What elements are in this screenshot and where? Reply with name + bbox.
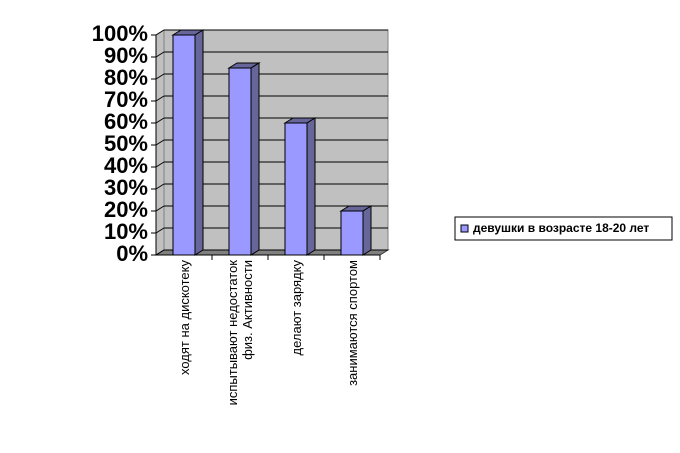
legend-swatch — [460, 224, 469, 233]
grid-line-side — [155, 227, 165, 234]
bar — [284, 122, 308, 256]
y-tick-label: 10% — [104, 219, 148, 244]
grid-line-side — [155, 139, 165, 146]
grid-line-side — [155, 117, 165, 124]
bar-side — [250, 62, 260, 256]
legend-box — [454, 216, 673, 241]
y-tick-label: 90% — [104, 43, 148, 68]
y-tick-label: 60% — [104, 109, 148, 134]
y-tick-label: 40% — [104, 153, 148, 178]
bar — [340, 210, 364, 256]
grid-line-side — [155, 29, 165, 36]
bar-side — [194, 29, 204, 256]
grid-line-side — [155, 249, 165, 256]
grid-line-side — [155, 95, 165, 102]
bar — [228, 67, 252, 256]
grid-line-side — [155, 183, 165, 190]
y-tick-label: 20% — [104, 197, 148, 222]
grid-line-side — [155, 205, 165, 212]
x-tick-label: занимаются спортом — [344, 260, 360, 386]
legend-label: девушки в возрасте 18-20 лет — [473, 221, 649, 235]
grid-line-side — [155, 51, 165, 58]
y-tick-label: 70% — [104, 87, 148, 112]
y-tick-label: 100% — [92, 21, 148, 46]
grid-line-side — [155, 73, 165, 80]
y-tick-label: 30% — [104, 175, 148, 200]
bar-side — [362, 205, 372, 256]
bar — [172, 34, 196, 256]
x-tick-label: ходят на дискотеку — [176, 260, 192, 376]
y-tick-label: 50% — [104, 131, 148, 156]
x-tick-label: делают зарядку — [288, 260, 304, 356]
x-tick-label: испытывают недостаток физ. Активности — [225, 260, 255, 406]
bar-side — [306, 117, 316, 256]
grid-line-side — [155, 161, 165, 168]
y-tick-label: 0% — [116, 241, 148, 266]
y-tick-label: 80% — [104, 65, 148, 90]
